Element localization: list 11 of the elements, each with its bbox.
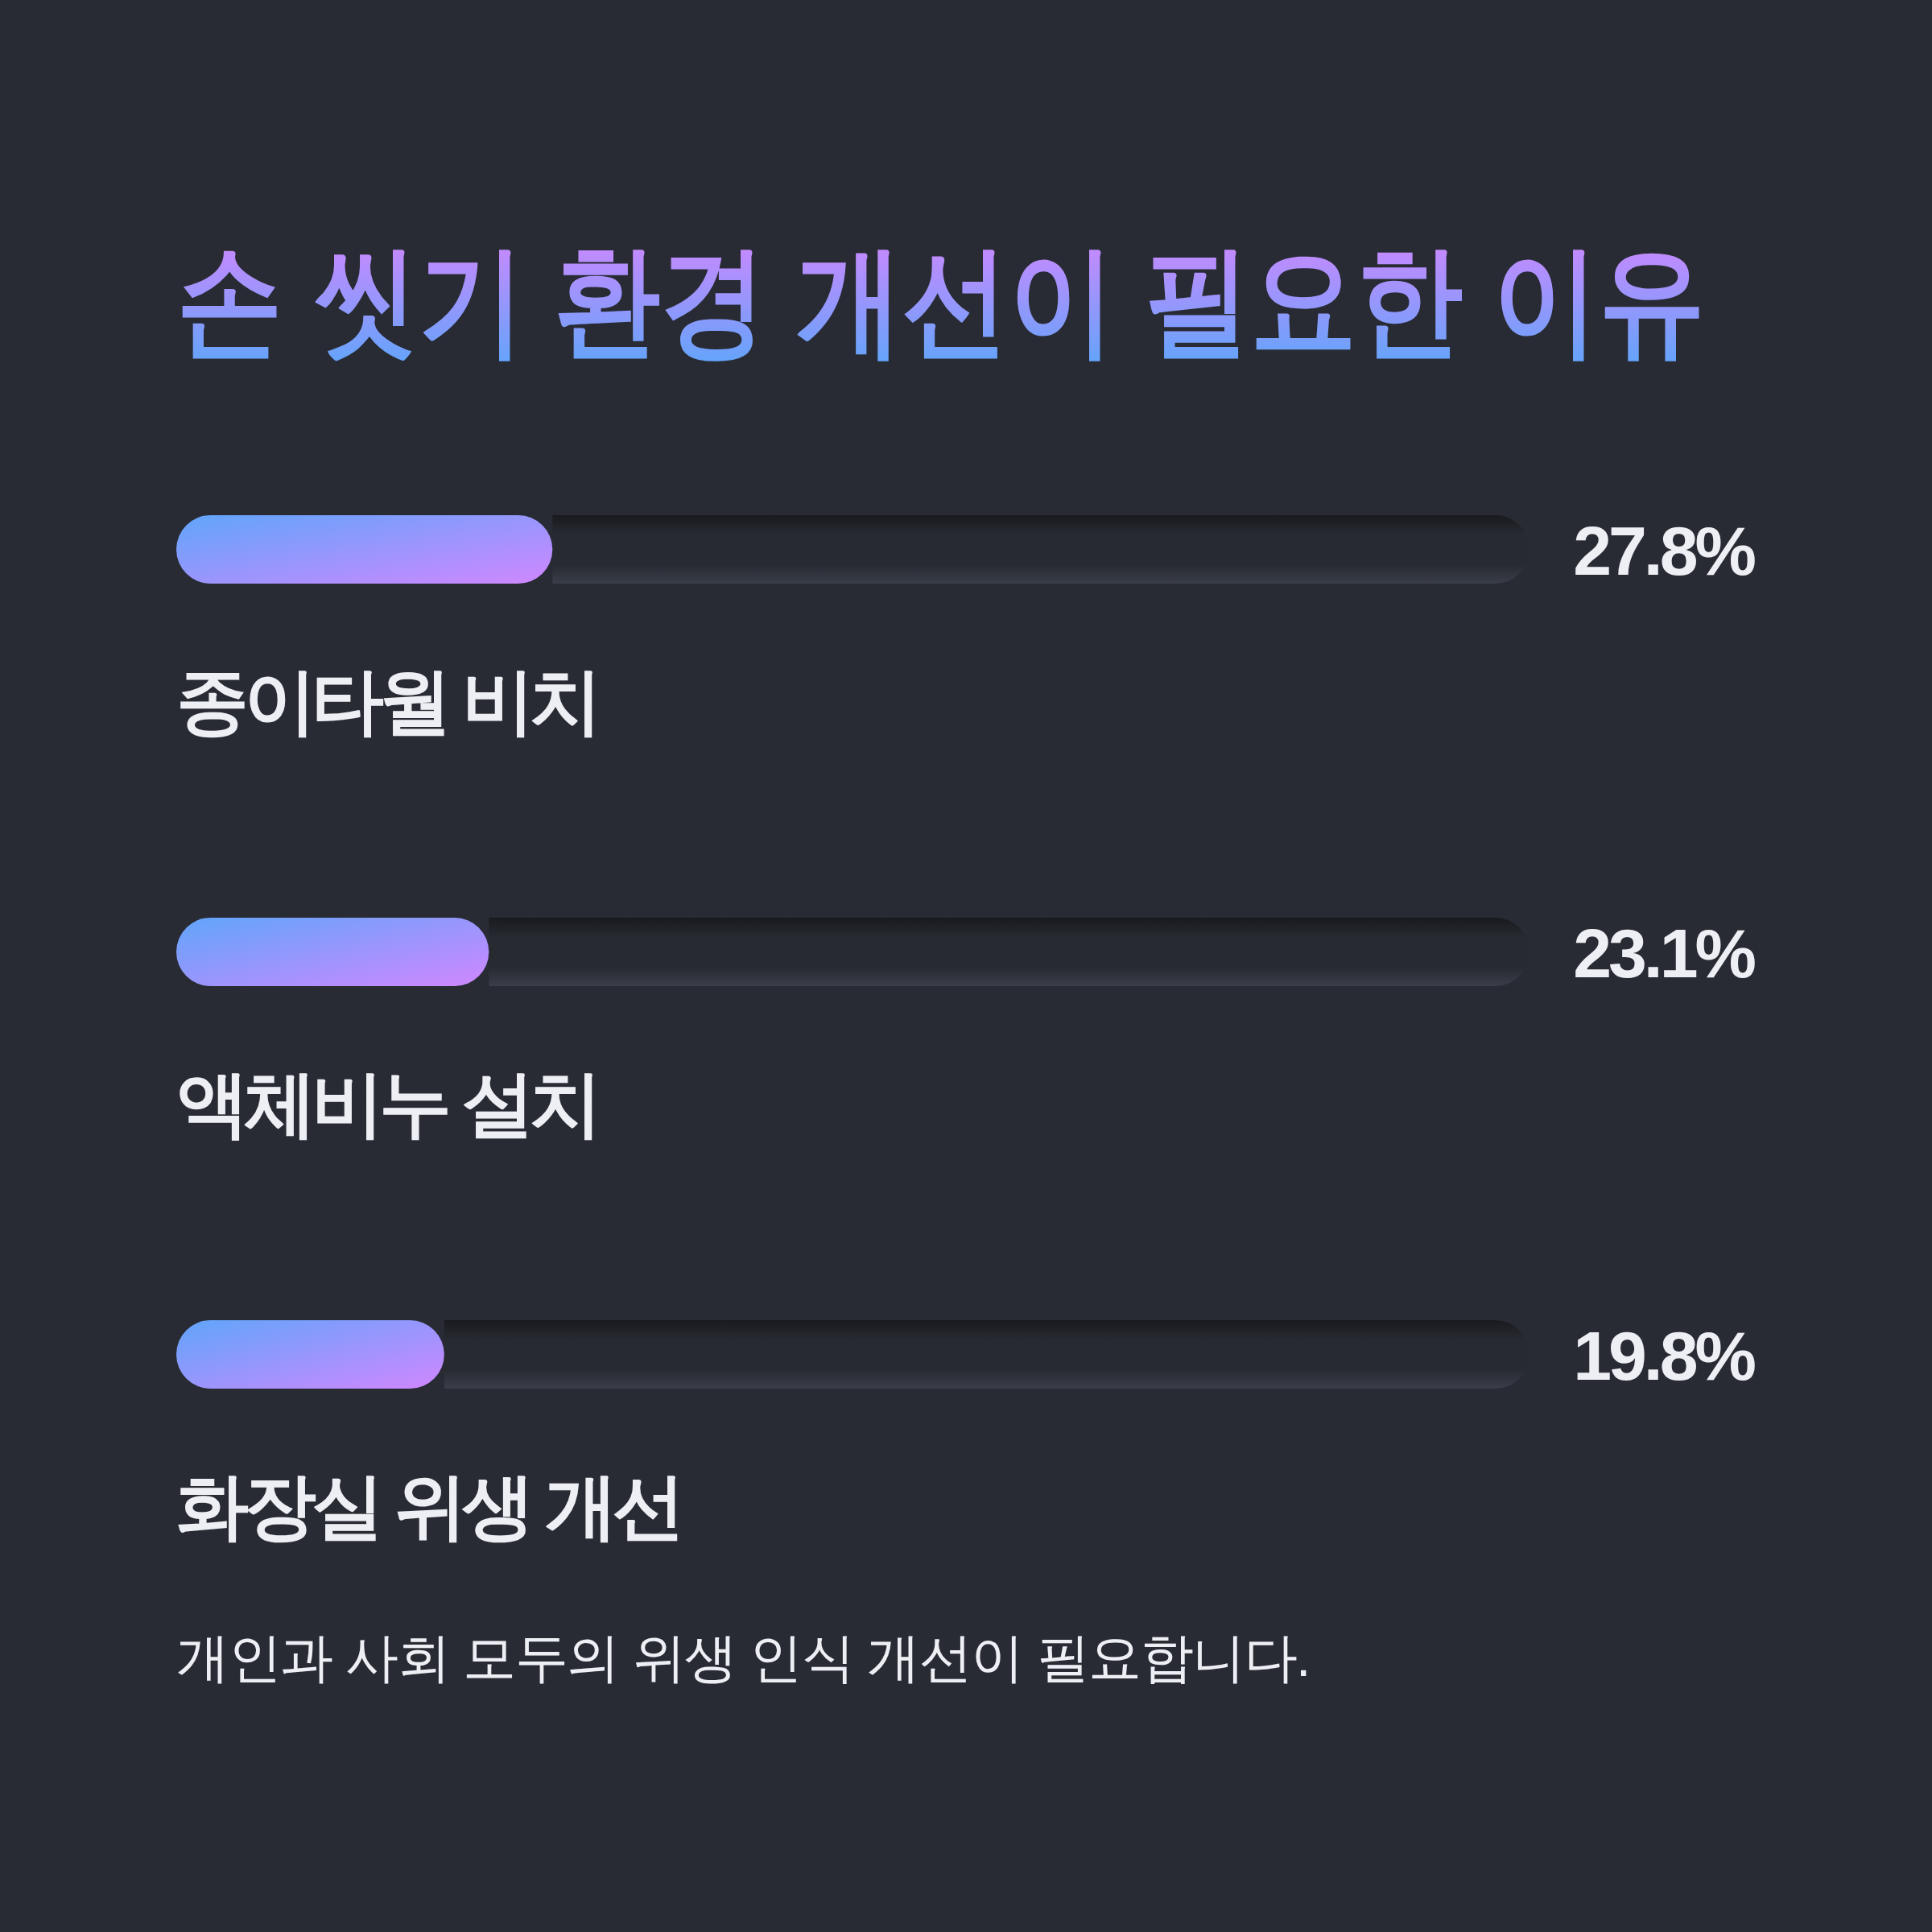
- data-label: 19.8%: [1573, 1316, 1756, 1394]
- data-label: 23.1%: [1573, 914, 1756, 992]
- bar: [176, 1320, 444, 1389]
- y-tick-label: 종이타월 비치: [176, 661, 598, 741]
- y-tick-label: 화장실 위생 개선: [176, 1466, 681, 1546]
- y-tick-label: 액체비누 설치: [176, 1063, 598, 1144]
- bar: [176, 918, 489, 986]
- chart-title: 손 씻기 환경 개선이 필요한 이유: [176, 233, 1705, 368]
- bar: [176, 515, 553, 584]
- annotation: 개인과 사회 모두의 위생 인식 개선이 필요합니다.: [176, 1628, 1310, 1687]
- data-label: 27.8%: [1573, 511, 1756, 589]
